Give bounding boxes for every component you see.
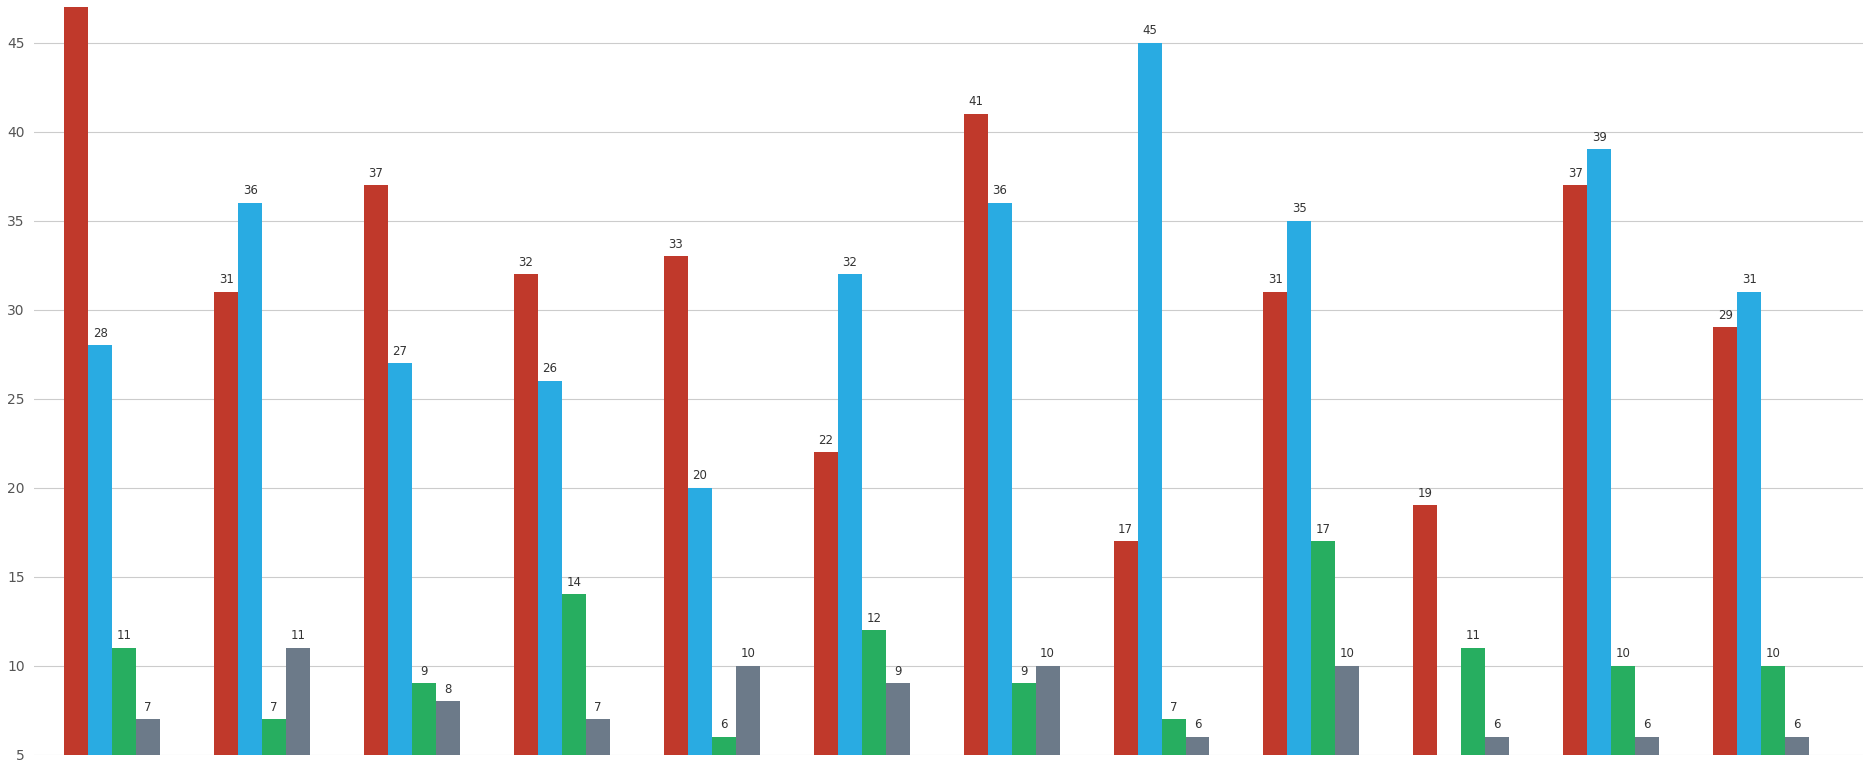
Bar [389, 363, 411, 755]
Text: 28: 28 [94, 326, 108, 340]
Text: 11: 11 [1466, 629, 1481, 642]
Text: 31: 31 [1268, 273, 1283, 286]
Bar [664, 256, 688, 755]
Text: 27: 27 [393, 345, 408, 357]
Bar [838, 274, 862, 755]
Text: 36: 36 [243, 184, 258, 197]
Text: 31: 31 [219, 273, 234, 286]
Text: 9: 9 [1019, 665, 1027, 678]
Text: 7: 7 [144, 701, 151, 714]
Bar [1414, 505, 1438, 755]
Text: 6: 6 [1193, 718, 1201, 732]
Text: 10: 10 [1616, 648, 1631, 660]
Bar [262, 719, 286, 755]
Bar [1460, 648, 1485, 755]
Text: 20: 20 [692, 469, 707, 482]
Bar [712, 737, 735, 755]
Bar [1786, 737, 1808, 755]
Bar [1311, 541, 1335, 755]
Bar [1287, 220, 1311, 755]
Bar [735, 665, 759, 755]
Bar [1737, 292, 1762, 755]
Text: 26: 26 [542, 363, 557, 376]
Bar [1161, 719, 1186, 755]
Bar [1036, 665, 1060, 755]
Bar [1264, 292, 1287, 755]
Text: 35: 35 [1292, 203, 1307, 215]
Bar [1186, 737, 1210, 755]
Text: 33: 33 [668, 238, 683, 251]
Text: 45: 45 [1143, 24, 1158, 37]
Text: 31: 31 [1741, 273, 1756, 286]
Bar [963, 114, 987, 755]
Text: 17: 17 [1316, 523, 1331, 536]
Bar [237, 203, 262, 755]
Bar [813, 452, 838, 755]
Bar [514, 274, 539, 755]
Text: 17: 17 [1118, 523, 1133, 536]
Bar [987, 203, 1012, 755]
Bar [862, 630, 886, 755]
Bar [563, 594, 585, 755]
Text: 10: 10 [1765, 648, 1780, 660]
Bar [1335, 665, 1359, 755]
Bar [1113, 541, 1137, 755]
Text: 32: 32 [518, 256, 533, 269]
Text: 32: 32 [842, 256, 856, 269]
Bar [539, 380, 563, 755]
Text: 22: 22 [819, 434, 834, 447]
Text: 37: 37 [368, 166, 383, 179]
Text: 36: 36 [993, 184, 1008, 197]
Bar [1563, 185, 1588, 755]
Text: 9: 9 [894, 665, 901, 678]
Bar [88, 345, 112, 755]
Text: 8: 8 [445, 683, 453, 696]
Bar [436, 701, 460, 755]
Text: 10: 10 [1341, 648, 1356, 660]
Bar [64, 7, 88, 755]
Text: 6: 6 [1793, 718, 1801, 732]
Text: 11: 11 [116, 629, 131, 642]
Text: 9: 9 [421, 665, 428, 678]
Bar [215, 292, 237, 755]
Bar [286, 648, 310, 755]
Bar [585, 719, 610, 755]
Bar [1762, 665, 1786, 755]
Text: 11: 11 [290, 629, 305, 642]
Bar [886, 683, 909, 755]
Text: 7: 7 [271, 701, 279, 714]
Bar [1137, 42, 1161, 755]
Text: 6: 6 [720, 718, 727, 732]
Text: 29: 29 [1719, 309, 1733, 322]
Bar [1612, 665, 1634, 755]
Bar [1713, 327, 1737, 755]
Bar [365, 185, 389, 755]
Text: 37: 37 [1567, 166, 1582, 179]
Text: 6: 6 [1494, 718, 1502, 732]
Bar [1485, 737, 1509, 755]
Text: 19: 19 [1417, 487, 1432, 500]
Text: 14: 14 [567, 576, 582, 589]
Text: 12: 12 [866, 611, 881, 624]
Bar [1012, 683, 1036, 755]
Text: 10: 10 [741, 648, 755, 660]
Bar [688, 487, 712, 755]
Bar [112, 648, 137, 755]
Bar [1588, 149, 1612, 755]
Text: 6: 6 [1644, 718, 1651, 732]
Text: 41: 41 [969, 95, 984, 109]
Text: 7: 7 [595, 701, 602, 714]
Text: 7: 7 [1171, 701, 1178, 714]
Bar [411, 683, 436, 755]
Bar [1634, 737, 1659, 755]
Text: 10: 10 [1040, 648, 1055, 660]
Bar [137, 719, 161, 755]
Text: 39: 39 [1591, 131, 1606, 144]
